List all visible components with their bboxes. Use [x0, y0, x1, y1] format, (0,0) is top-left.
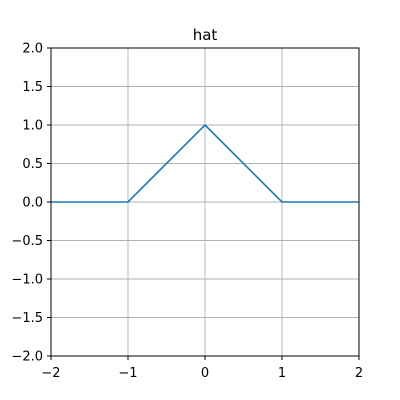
chart-title: hat [193, 26, 218, 44]
y-tick-label: 1.5 [22, 80, 43, 95]
y-tick-label: 0.5 [22, 157, 43, 172]
x-tick-label: −2 [41, 366, 60, 381]
x-tick-label: 0 [201, 366, 209, 381]
x-tick-label: 2 [355, 366, 363, 381]
y-tick-label: 1.0 [22, 119, 43, 134]
x-tick-label: 1 [278, 366, 286, 381]
y-tick-label: −1.5 [11, 311, 43, 326]
series-line [51, 123, 359, 203]
y-tick-label: −1.0 [11, 273, 43, 288]
x-tick-label: −1 [118, 366, 137, 381]
x-tick-labels: −2 −1 0 1 2 [41, 366, 363, 381]
y-tick-labels: −2.0 −1.5 −1.0 −0.5 0.0 0.5 1.0 1.5 2.0 [11, 42, 43, 365]
y-tick-label: 2.0 [22, 42, 43, 57]
y-tick-label: −2.0 [11, 350, 43, 365]
y-tick-label: −0.5 [11, 234, 43, 249]
ticks [47, 47, 360, 360]
y-tick-label: 0.0 [22, 196, 43, 211]
series-layer [51, 123, 359, 203]
